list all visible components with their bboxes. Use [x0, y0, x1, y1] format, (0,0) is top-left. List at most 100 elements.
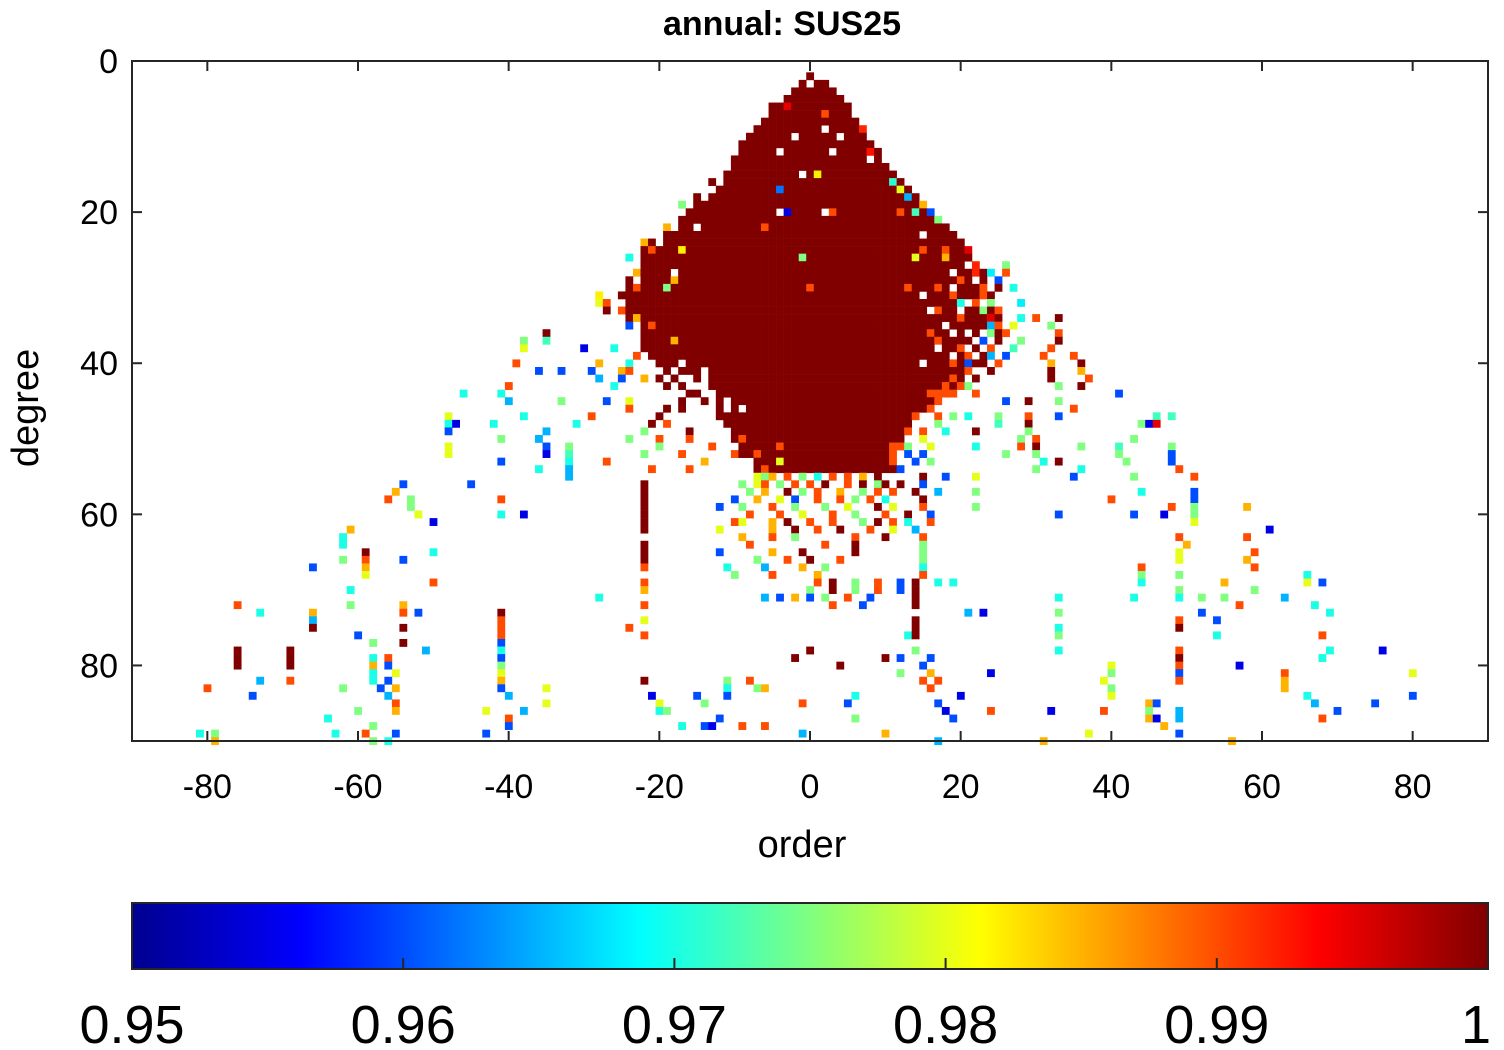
heatmap-cell — [896, 253, 905, 262]
heatmap-cell — [858, 261, 867, 270]
heatmap-cell — [663, 291, 671, 300]
heatmap-cell — [602, 457, 611, 466]
heatmap-cell — [595, 593, 604, 602]
heatmap-cell — [761, 276, 769, 285]
heatmap-cell — [663, 261, 671, 270]
heatmap-cell — [806, 276, 815, 285]
heatmap-cell — [753, 329, 762, 338]
heatmap-cell — [730, 367, 739, 375]
heatmap-cell — [851, 163, 860, 171]
heatmap-cell — [1265, 525, 1274, 534]
heatmap-cell — [655, 699, 664, 708]
heatmap-cell — [934, 359, 943, 368]
heatmap-cell — [874, 231, 882, 239]
heatmap-cell — [745, 253, 754, 262]
heatmap-cell — [881, 510, 890, 519]
chart-title: annual: SUS25 — [663, 5, 901, 43]
heatmap-cell — [738, 253, 747, 262]
heatmap-cell — [858, 359, 867, 368]
heatmap-cell — [919, 661, 928, 670]
heatmap-cell — [625, 397, 634, 406]
heatmap-cell — [821, 457, 830, 466]
heatmap-cell — [791, 110, 799, 118]
heatmap-cell — [843, 125, 852, 134]
heatmap-cell — [889, 276, 897, 285]
heatmap-cell — [813, 495, 822, 504]
heatmap-cell — [738, 163, 747, 171]
heatmap-cell — [919, 571, 928, 579]
heatmap-cell — [956, 321, 965, 330]
heatmap-cell — [881, 442, 890, 451]
heatmap-cell — [1002, 397, 1010, 406]
heatmap-cell — [391, 684, 400, 693]
heatmap-cell — [813, 163, 822, 171]
heatmap-cell — [753, 215, 762, 224]
heatmap-cell — [813, 344, 822, 353]
heatmap-cell — [768, 503, 777, 511]
heatmap-cell — [911, 389, 920, 398]
heatmap-cell — [1371, 699, 1380, 708]
heatmap-cell — [791, 465, 799, 474]
heatmap-cell — [640, 261, 649, 270]
heatmap-cell — [798, 314, 807, 322]
heatmap-cell — [648, 291, 656, 300]
heatmap-cell — [843, 593, 852, 602]
heatmap-cell — [896, 404, 905, 413]
heatmap-cell — [896, 351, 905, 360]
heatmap-cell — [723, 268, 732, 277]
heatmap-cell — [1077, 442, 1086, 451]
heatmap-cell — [761, 359, 769, 368]
heatmap-cell — [369, 676, 378, 685]
heatmap-cell — [1250, 586, 1259, 594]
heatmap-cell — [670, 276, 679, 285]
heatmap-cell — [723, 238, 732, 247]
heatmap-cell — [987, 314, 995, 322]
heatmap-cell — [911, 268, 920, 277]
heatmap-cell — [1175, 616, 1184, 625]
heatmap-cell — [934, 246, 943, 254]
heatmap-cell — [663, 268, 671, 277]
heatmap-cell — [776, 117, 784, 126]
y-tick-label: 0 — [99, 43, 118, 81]
heatmap-cell — [768, 140, 777, 149]
heatmap-cell — [640, 306, 649, 315]
heatmap-cell — [889, 193, 897, 202]
heatmap-cell — [964, 359, 973, 368]
heatmap-cell — [655, 261, 664, 270]
heatmap-cell — [806, 102, 815, 111]
heatmap-cell — [896, 419, 905, 428]
heatmap-cell — [851, 382, 860, 390]
heatmap-cell — [1054, 382, 1063, 390]
heatmap-cell — [851, 367, 860, 375]
heatmap-cell — [1107, 495, 1116, 504]
heatmap-cell — [798, 246, 807, 254]
heatmap-cell — [881, 314, 890, 322]
heatmap-cell — [1175, 707, 1184, 715]
heatmap-cell — [798, 729, 807, 738]
heatmap-cell — [828, 435, 837, 443]
heatmap-cell — [798, 367, 807, 375]
heatmap-cell — [745, 147, 754, 156]
heatmap-cell — [874, 480, 882, 489]
heatmap-cell — [1069, 404, 1078, 413]
heatmap-cell — [813, 87, 822, 96]
heatmap-cell — [904, 631, 912, 640]
heatmap-cell — [798, 125, 807, 134]
heatmap-cell — [753, 314, 762, 322]
heatmap-cell — [791, 419, 799, 428]
heatmap-cell — [648, 321, 656, 330]
heatmap-cell — [1175, 586, 1184, 594]
heatmap-cell — [836, 170, 845, 179]
heatmap-cell — [806, 382, 815, 390]
heatmap-cell — [919, 472, 928, 481]
heatmap-cell — [670, 253, 679, 262]
heatmap-cell — [640, 268, 649, 277]
heatmap-cell — [851, 427, 860, 436]
heatmap-cell — [1024, 397, 1033, 406]
heatmap-cell — [791, 215, 799, 224]
heatmap-cell — [987, 329, 995, 338]
heatmap-cell — [730, 261, 739, 270]
heatmap-cell — [821, 359, 830, 368]
heatmap-cell — [678, 722, 686, 730]
